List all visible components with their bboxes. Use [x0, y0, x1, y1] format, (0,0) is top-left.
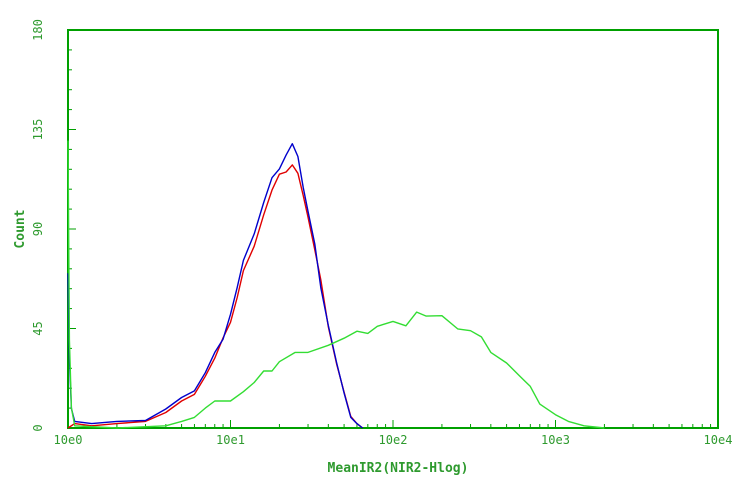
y-tick-label: 180 — [31, 19, 45, 41]
y-axis-label: Count — [13, 209, 28, 248]
x-tick-label: 10e4 — [704, 433, 733, 447]
series-line-3 — [67, 140, 605, 429]
x-tick-label: 10e3 — [541, 433, 570, 447]
plot-frame — [67, 29, 719, 429]
x-tick-label: 10e2 — [379, 433, 408, 447]
tick-labels: 10e0 10e1 10e2 10e3 10e4 0 45 90 135 180 — [31, 19, 732, 447]
x-tick-label: 10e0 — [54, 433, 83, 447]
x-axis-label: MeanIR2(NIR2-Hlog) — [328, 461, 469, 476]
series-group — [67, 140, 605, 429]
y-tick-label: 45 — [31, 321, 45, 335]
series-line-2 — [67, 142, 364, 429]
x-tick-label: 10e1 — [216, 433, 245, 447]
y-tick-label: 0 — [31, 424, 45, 431]
y-tick-label: 135 — [31, 119, 45, 141]
y-tick-label: 90 — [31, 222, 45, 236]
